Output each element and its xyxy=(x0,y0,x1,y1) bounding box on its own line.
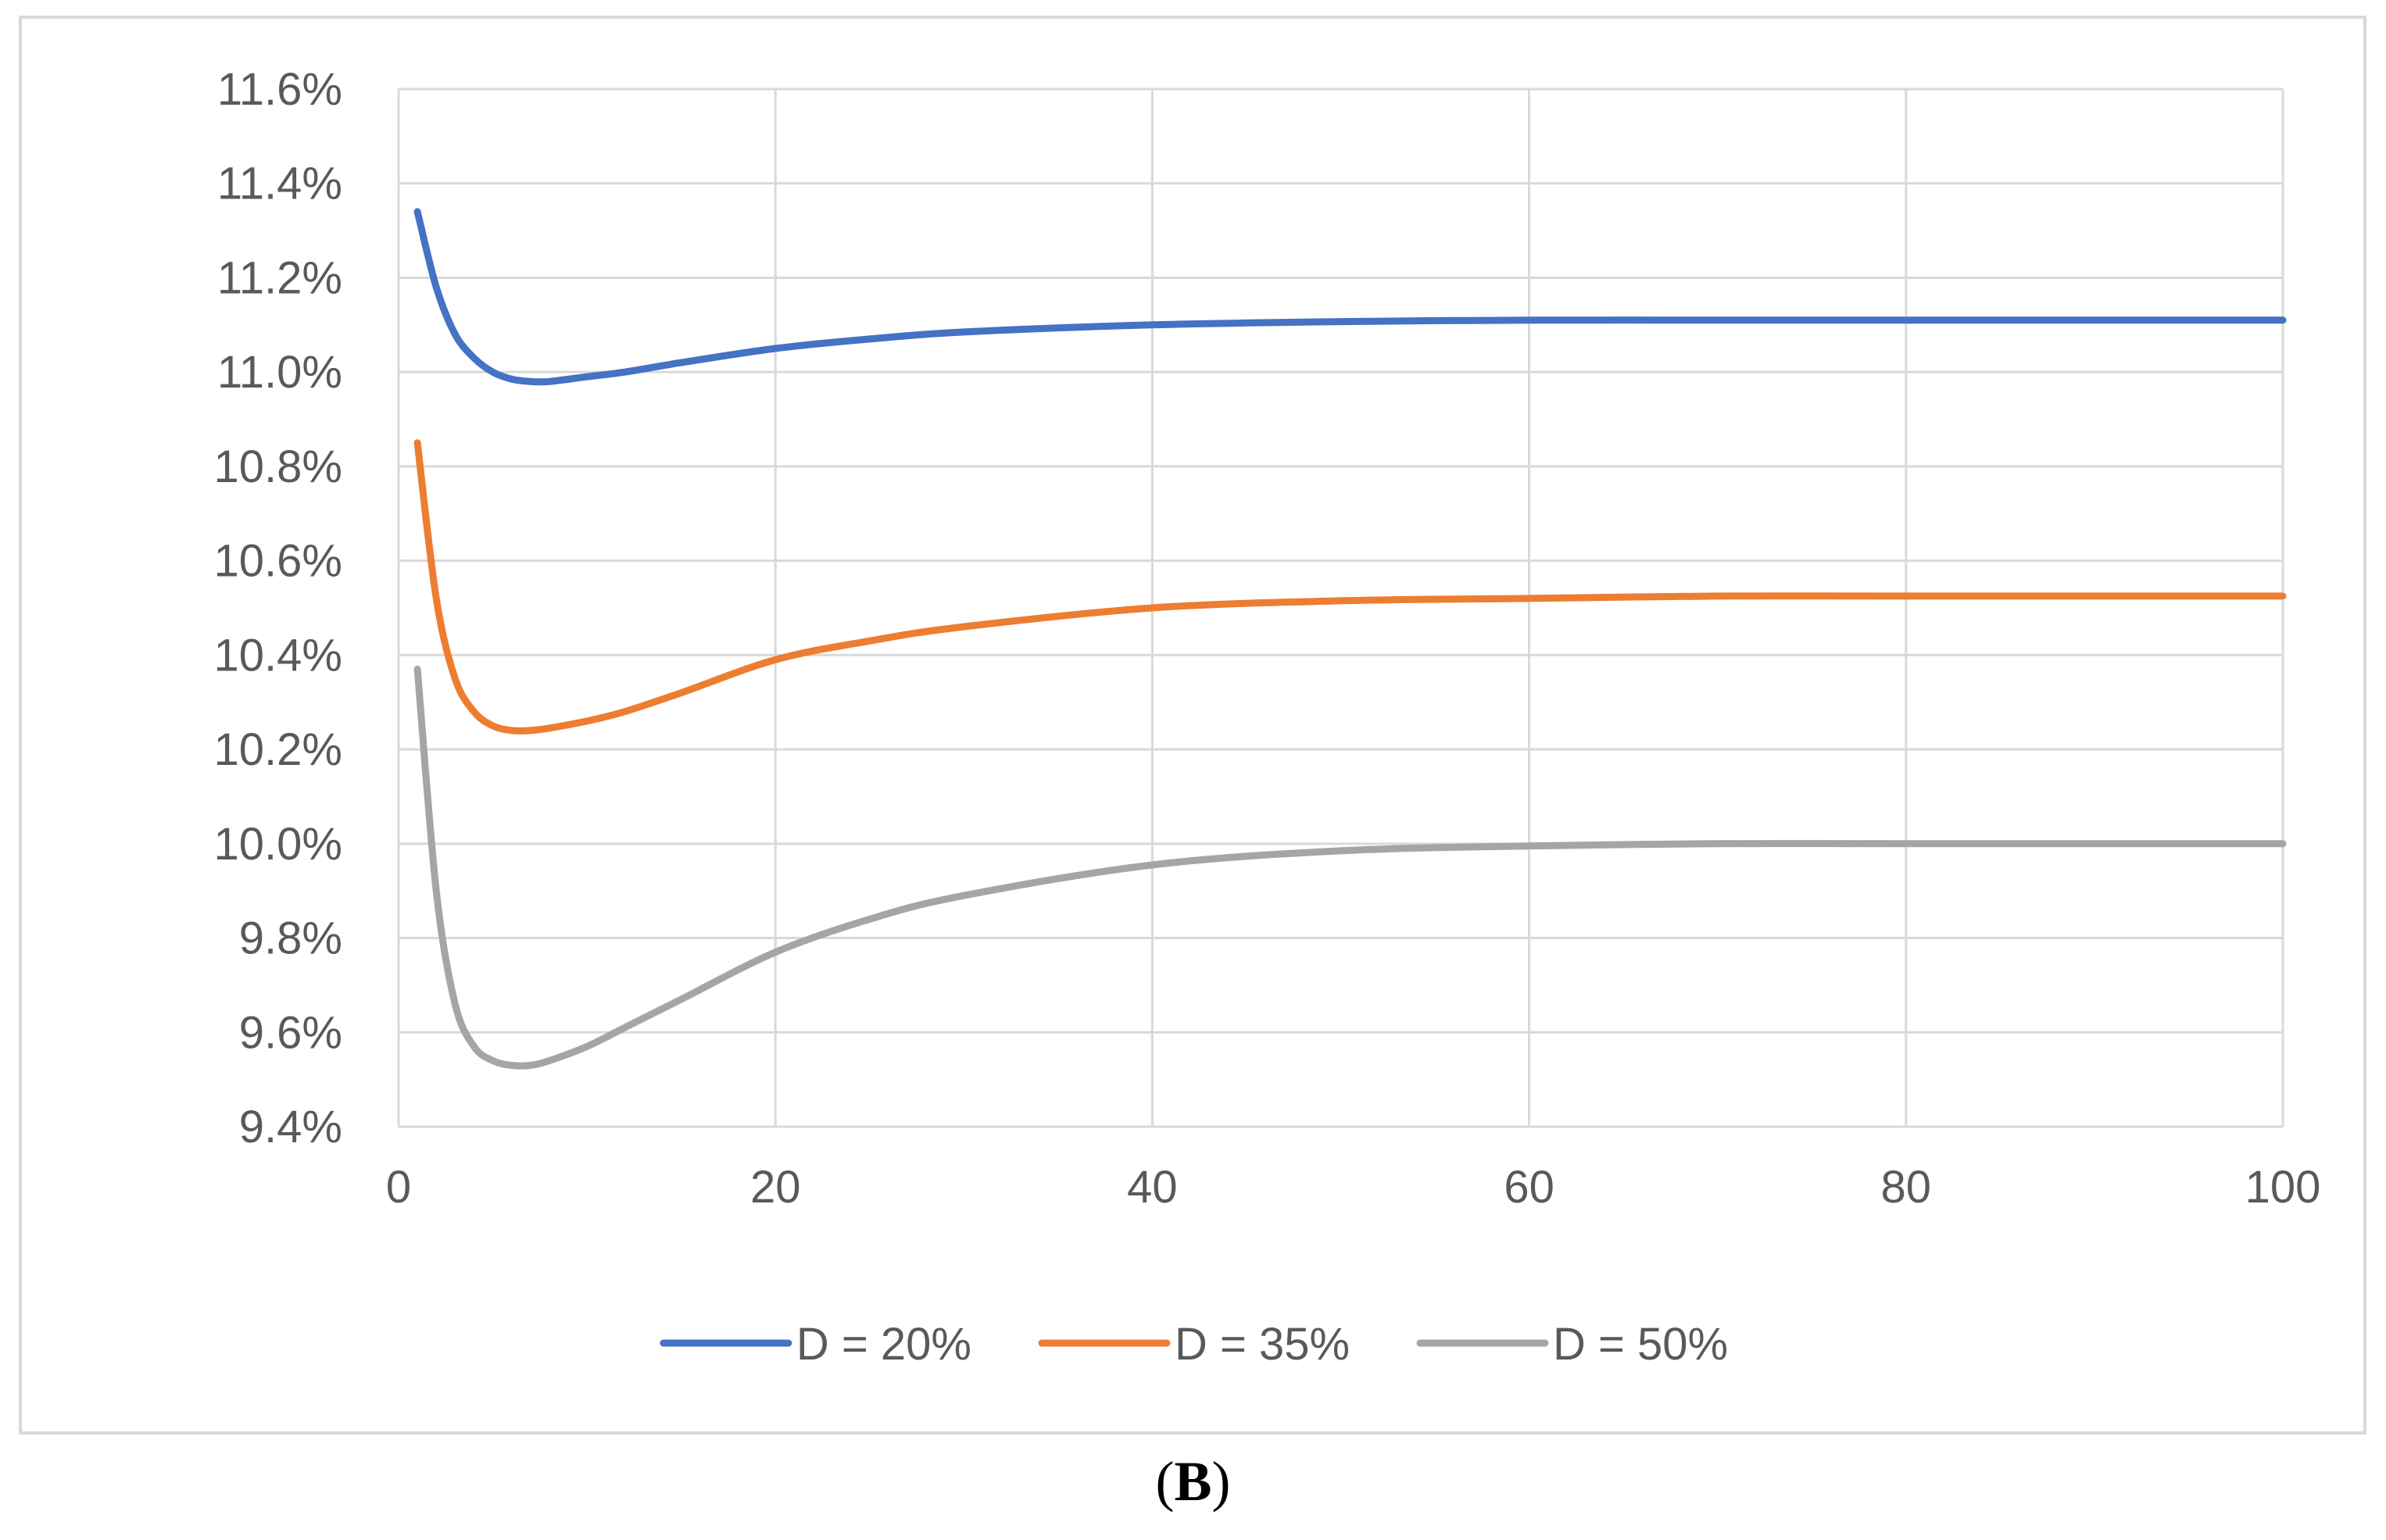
series-lines xyxy=(413,208,2287,1070)
line-chart: 9.4% 9.6% 9.8% 10.0% 10.2% 10.4% 10.6% 10.8% 11.… xyxy=(214,64,2321,1370)
y-tick-label: 10.2% xyxy=(214,724,342,775)
x-tick-label: 40 xyxy=(1127,1162,1178,1213)
chart-frame: 9.4% 9.6% 9.8% 10.0% 10.2% 10.4% 10.6% 10.8% 11.… xyxy=(19,16,2366,1435)
x-tick-label: 100 xyxy=(2245,1162,2321,1213)
x-tick-label: 80 xyxy=(1881,1162,1932,1213)
y-tick-label: 11.6% xyxy=(217,64,342,115)
y-tick-label: 11.4% xyxy=(217,159,342,209)
y-tick-label: 11.2% xyxy=(217,252,342,303)
panel-label-close: ) xyxy=(1211,1450,1231,1513)
series-line-3 xyxy=(413,666,2287,1070)
legend-label: D = 20% xyxy=(796,1319,971,1370)
y-tick-label: 10.8% xyxy=(214,441,342,492)
x-tick-label: 60 xyxy=(1504,1162,1554,1213)
x-tick-label: 20 xyxy=(750,1162,801,1213)
series-line-2 xyxy=(413,439,2287,735)
y-tick-label: 10.0% xyxy=(214,819,342,870)
y-tick-label: 11.0% xyxy=(217,347,342,398)
series-line-1 xyxy=(413,208,2287,386)
x-tick-label: 0 xyxy=(386,1162,411,1213)
legend-label: D = 35% xyxy=(1175,1319,1350,1370)
x-axis-ticks: 0 20 40 60 80 100 xyxy=(386,1162,2321,1213)
y-tick-label: 9.6% xyxy=(239,1007,342,1058)
gridlines xyxy=(397,88,2284,1128)
panel-label-open: ( xyxy=(1155,1450,1175,1513)
legend-label: D = 50% xyxy=(1553,1319,1728,1370)
panel-label-letter: B xyxy=(1174,1450,1212,1513)
panel-label: (B) xyxy=(0,1449,2386,1514)
y-tick-label: 10.6% xyxy=(214,536,342,587)
y-axis-ticks: 9.4% 9.6% 9.8% 10.0% 10.2% 10.4% 10.6% 10.8% 11.… xyxy=(214,64,342,1152)
y-tick-label: 10.4% xyxy=(214,630,342,681)
legend: D = 20% D = 35% D = 50% xyxy=(660,1319,1728,1370)
y-tick-label: 9.8% xyxy=(239,913,342,964)
y-tick-label: 9.4% xyxy=(239,1102,342,1152)
